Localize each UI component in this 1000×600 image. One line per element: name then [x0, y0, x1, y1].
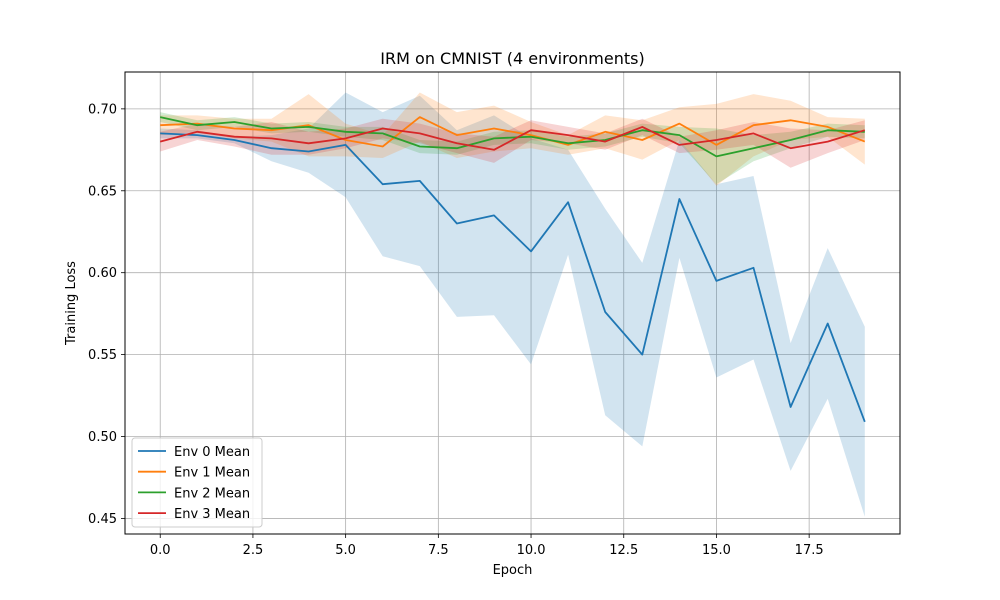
axis-ticks: 0.0 2.5 5.0 7.5 10.0 12.5 15.0 17.5 0.45 0.50 0.55…: [88, 102, 824, 558]
x-axis-title: Epoch: [493, 563, 533, 578]
x-tick-label: 10.0: [517, 543, 546, 558]
series-line-env-0: [160, 132, 866, 423]
x-tick-label: 0.0: [150, 543, 171, 558]
x-tick-label: 15.0: [702, 543, 731, 558]
legend-label: Env 3 Mean: [174, 507, 250, 522]
series-line-env-2: [160, 116, 865, 158]
legend-label: Env 2 Mean: [174, 486, 250, 501]
y-tick-label: 0.50: [88, 430, 117, 445]
series-lines: [159, 116, 866, 423]
plot-frame: [124, 71, 901, 535]
x-tick-label: 12.5: [609, 543, 638, 558]
x-tick-label: 2.5: [243, 543, 264, 558]
y-tick-label: 0.65: [88, 184, 117, 199]
series-line-env-3: [159, 126, 866, 151]
x-tick-label: 7.5: [428, 543, 449, 558]
legend-box: [131, 437, 263, 528]
y-axis-title: Training Loss: [64, 261, 79, 346]
series-band-env-0: [160, 92, 865, 517]
x-tick-label: 17.5: [795, 543, 824, 558]
y-tick-label: 0.55: [88, 348, 117, 363]
legend-label: Env 0 Mean: [174, 445, 250, 460]
chart-title: IRM on CMNIST (4 environments): [380, 49, 644, 68]
y-tick-label: 0.60: [88, 266, 117, 281]
legend: Env 0 Mean Env 1 Mean Env 2 Mean Env 3 Mean: [131, 437, 263, 528]
legend-label: Env 1 Mean: [174, 466, 250, 481]
y-tick-label: 0.45: [88, 512, 117, 527]
series-line-env-1: [160, 116, 866, 148]
x-tick-label: 5.0: [335, 543, 356, 558]
y-tick-label: 0.70: [88, 102, 117, 117]
